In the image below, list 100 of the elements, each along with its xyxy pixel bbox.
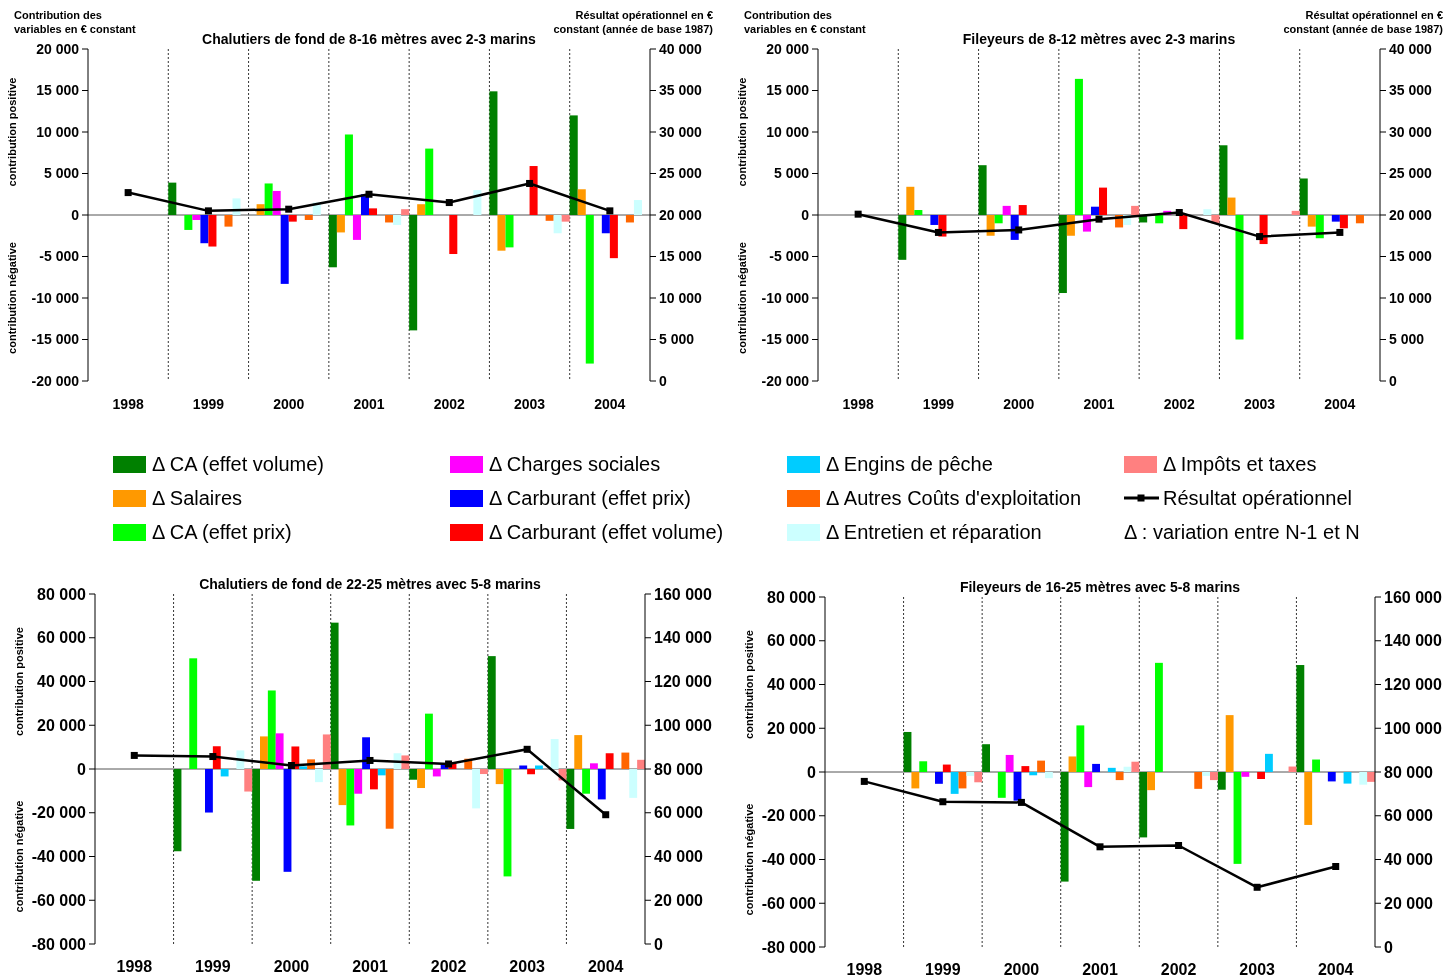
y2-tick-label: 15 000 xyxy=(659,248,703,265)
y2-tick-label: 5 000 xyxy=(1389,331,1425,348)
y2-tick-label: 35 000 xyxy=(659,82,703,99)
y-tick-label: -80 000 xyxy=(31,935,87,953)
y2-tick-label: 10 000 xyxy=(1389,289,1433,306)
y-tick-label: -20 000 xyxy=(31,804,87,822)
y-tick-label: -20 000 xyxy=(761,372,810,389)
text: contribution positive xyxy=(6,77,18,187)
x-tick-label: 1998 xyxy=(112,396,144,412)
x-tick-label: 2000 xyxy=(1003,396,1035,412)
y-tick-label: 10 000 xyxy=(36,123,80,140)
text: contribution négative xyxy=(6,242,18,354)
legend-label: Δ Entretien et réparation xyxy=(826,521,1042,543)
x-tick-label: 2004 xyxy=(1324,396,1356,412)
legend-title: Δ : variation entre N-1 et N xyxy=(1124,521,1360,543)
x-tick-label: 2003 xyxy=(1243,396,1276,412)
legend-label: Δ Engins de pêche xyxy=(826,453,993,475)
y2-tick-label: 160 000 xyxy=(1384,588,1442,606)
text: contribution négative xyxy=(743,803,755,916)
y2-tick-label: 10 000 xyxy=(659,289,703,306)
y2-tick-label: 30 000 xyxy=(1389,123,1433,140)
chart-title: Chalutiers de fond de 8-16 mètres avec 2-3 marins xyxy=(202,31,537,47)
y-tick-label: 20 000 xyxy=(37,716,87,734)
chart-title: Fileyeurs de 8-12 mètres avec 2-3 marins xyxy=(962,31,1236,47)
y2-tick-label: 100 000 xyxy=(1384,719,1442,737)
y-tick-label: 40 000 xyxy=(767,676,817,694)
text: contribution négative xyxy=(736,242,748,354)
x-tick-label: 2002 xyxy=(430,958,467,975)
x-tick-label: 1999 xyxy=(922,396,955,412)
y-tick-label: -5 000 xyxy=(39,248,80,265)
x-tick-label: 1998 xyxy=(842,396,874,412)
y-tick-label: 20 000 xyxy=(766,40,810,57)
x-tick-label: 1998 xyxy=(846,961,883,978)
y-tick-label: 80 000 xyxy=(37,585,87,603)
legend-label: Résultat opérationnel xyxy=(1163,487,1353,509)
x-tick-label: 2002 xyxy=(1163,396,1196,412)
y-axis-title: Contribution des variables en € constant xyxy=(744,9,866,35)
y2-tick-label: 25 000 xyxy=(1389,165,1433,182)
y-tick-label: 15 000 xyxy=(36,82,80,99)
y-tick-label: -60 000 xyxy=(761,894,817,912)
x-tick-label: 2003 xyxy=(513,396,546,412)
y2-axis-title: Résultat opérationnel en € constant (année de base 1987) xyxy=(1283,9,1444,35)
legend-label: Δ Carburant (effet prix) xyxy=(489,487,691,509)
y-axis-title: Contribution des variables en € constant xyxy=(14,9,136,35)
y-tick-label: 20 000 xyxy=(767,719,817,737)
y2-tick-label: 0 xyxy=(1389,372,1397,389)
y2-tick-label: 40 000 xyxy=(659,40,703,57)
y2-axis-title: Résultat opérationnel en € constant (année de base 1987) xyxy=(553,9,714,35)
y-tick-label: 5 000 xyxy=(773,165,810,182)
x-tick-label: 2001 xyxy=(1082,961,1118,978)
y2-tick-label: 160 000 xyxy=(654,585,712,603)
x-tick-label: 2004 xyxy=(1317,961,1354,978)
x-tick-label: 1998 xyxy=(116,958,153,975)
y-tick-label: 10 000 xyxy=(766,123,810,140)
y2-tick-label: 0 xyxy=(654,935,663,953)
x-tick-label: 2002 xyxy=(433,396,466,412)
y-tick-label: 0 xyxy=(71,206,80,223)
text: contribution positive xyxy=(13,627,25,736)
y2-tick-label: 40 000 xyxy=(1389,40,1433,57)
x-tick-label: 1999 xyxy=(925,961,961,978)
y2-tick-label: 20 000 xyxy=(659,206,703,223)
x-tick-label: 2001 xyxy=(1083,396,1115,412)
x-tick-label: 2004 xyxy=(587,958,624,975)
y2-tick-label: 140 000 xyxy=(654,629,712,647)
chart-title: Chalutiers de fond de 22-25 mètres avec 5-8 marins xyxy=(199,576,541,592)
x-tick-label: 2004 xyxy=(594,396,626,412)
y2-tick-label: 40 000 xyxy=(1384,851,1434,869)
y-tick-label: 0 xyxy=(807,763,817,781)
x-tick-label: 1999 xyxy=(192,396,225,412)
text: contribution positive xyxy=(736,77,748,187)
x-tick-label: 2001 xyxy=(352,958,388,975)
y2-tick-label: 80 000 xyxy=(654,760,704,778)
y2-tick-label: 40 000 xyxy=(654,848,704,866)
y2-tick-label: 20 000 xyxy=(654,891,704,909)
y-tick-label: -15 000 xyxy=(761,331,810,348)
y2-tick-label: 5 000 xyxy=(659,331,695,348)
y-tick-label: 0 xyxy=(801,206,810,223)
y-tick-label: -20 000 xyxy=(761,807,817,825)
legend-label: Δ Salaires xyxy=(152,487,243,509)
y2-tick-label: 140 000 xyxy=(1384,632,1442,650)
y-tick-label: 15 000 xyxy=(766,82,810,99)
x-tick-label: 2000 xyxy=(273,396,305,412)
y2-tick-label: 0 xyxy=(659,372,667,389)
y-tick-label: 40 000 xyxy=(37,673,87,691)
y2-tick-label: 20 000 xyxy=(1384,894,1434,912)
y-tick-label: -10 000 xyxy=(761,289,810,306)
y-tick-label: -40 000 xyxy=(31,848,87,866)
legend-label: Δ CA (effet volume) xyxy=(152,453,324,475)
legend-label: Δ Autres Coûts d'exploitation xyxy=(826,487,1082,509)
y-tick-label: -5 000 xyxy=(769,248,810,265)
y-tick-label: 0 xyxy=(77,760,87,778)
text: contribution positive xyxy=(743,630,755,739)
legend-label: Δ Impôts et taxes xyxy=(1163,453,1317,475)
y-tick-label: -80 000 xyxy=(761,938,817,956)
x-tick-label: 1999 xyxy=(195,958,231,975)
x-tick-label: 2001 xyxy=(353,396,385,412)
y2-tick-label: 25 000 xyxy=(659,165,703,182)
y-tick-label: 20 000 xyxy=(36,40,80,57)
x-tick-label: 2000 xyxy=(273,958,310,975)
legend-label: Δ Carburant (effet volume) xyxy=(489,521,724,543)
